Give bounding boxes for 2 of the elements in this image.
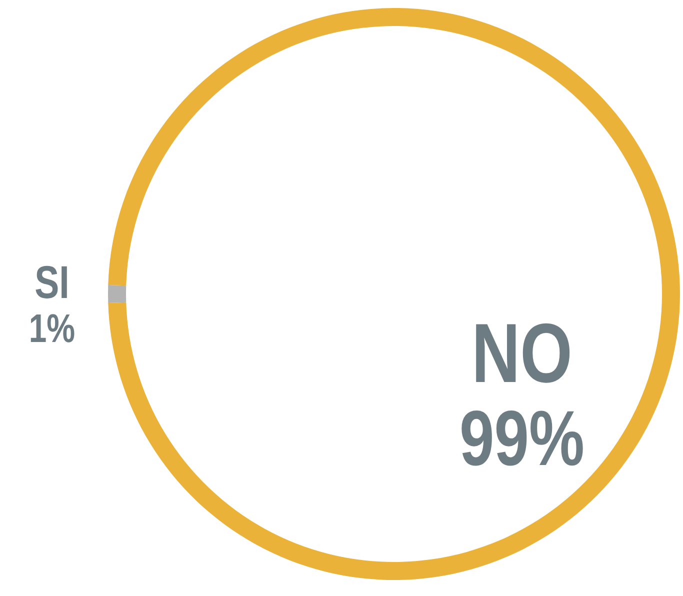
data-label: 1% (28, 306, 76, 351)
slice-label: SI (34, 256, 70, 308)
